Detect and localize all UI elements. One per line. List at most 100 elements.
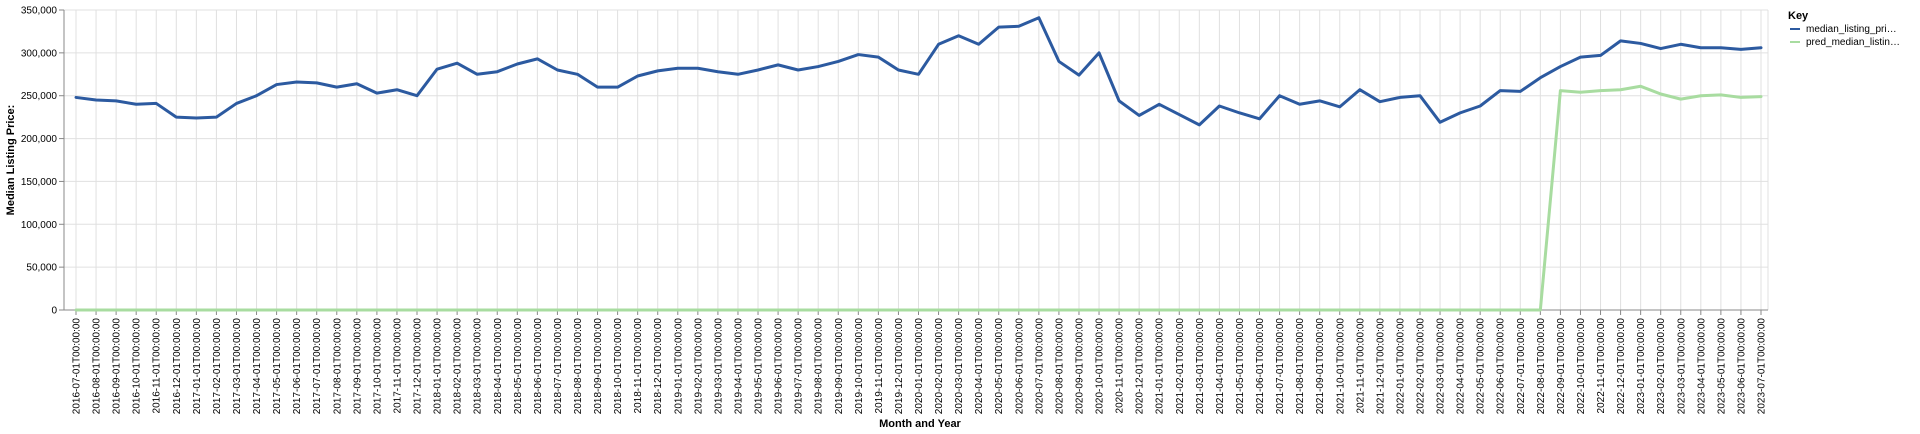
x-tick-label: 2020-03-01T00:00:00 xyxy=(954,318,965,415)
x-tick-label: 2020-04-01T00:00:00 xyxy=(974,318,985,415)
legend-label: pred_median_listin… xyxy=(1806,37,1900,48)
x-tick-label: 2023-01-01T00:00:00 xyxy=(1636,318,1647,415)
y-tick-label: 0 xyxy=(51,306,57,317)
x-tick-label: 2018-11-01T00:00:00 xyxy=(633,318,644,414)
x-tick-label: 2019-08-01T00:00:00 xyxy=(814,318,825,415)
x-tick-label: 2018-04-01T00:00:00 xyxy=(493,318,504,415)
x-tick-label: 2018-01-01T00:00:00 xyxy=(433,318,444,415)
y-axis-title: Median Listing Price: xyxy=(5,105,17,216)
x-tick-label: 2020-10-01T00:00:00 xyxy=(1095,318,1106,415)
x-tick-label: 2022-05-01T00:00:00 xyxy=(1476,318,1487,415)
x-tick-label: 2020-01-01T00:00:00 xyxy=(914,318,925,415)
y-tick-label: 250,000 xyxy=(21,91,58,102)
x-tick-label: 2017-09-01T00:00:00 xyxy=(352,318,363,415)
y-tick-label: 50,000 xyxy=(26,263,57,274)
x-tick-label: 2018-07-01T00:00:00 xyxy=(553,318,564,415)
x-axis-title: Month and Year xyxy=(879,418,961,430)
x-tick-label: 2017-11-01T00:00:00 xyxy=(392,318,403,414)
x-tick-label: 2022-09-01T00:00:00 xyxy=(1556,318,1567,415)
x-tick-label: 2016-11-01T00:00:00 xyxy=(152,318,163,414)
x-tick-label: 2022-04-01T00:00:00 xyxy=(1456,318,1467,415)
x-tick-label: 2018-02-01T00:00:00 xyxy=(453,318,464,415)
x-tick-label: 2017-01-01T00:00:00 xyxy=(192,318,203,415)
x-tick-label: 2020-02-01T00:00:00 xyxy=(934,318,945,415)
x-tick-label: 2021-06-01T00:00:00 xyxy=(1255,318,1266,415)
x-tick-label: 2018-03-01T00:00:00 xyxy=(473,318,484,415)
x-tick-label: 2017-12-01T00:00:00 xyxy=(413,318,424,415)
x-tick-label: 2019-10-01T00:00:00 xyxy=(854,318,865,415)
legend-title: Key xyxy=(1788,10,1809,22)
y-tick-label: 300,000 xyxy=(21,48,58,59)
x-tick-label: 2023-04-01T00:00:00 xyxy=(1696,318,1707,415)
x-tick-label: 2019-03-01T00:00:00 xyxy=(713,318,724,415)
x-tick-label: 2023-07-01T00:00:00 xyxy=(1757,318,1768,415)
y-tick-label: 200,000 xyxy=(21,134,58,145)
x-tick-label: 2017-03-01T00:00:00 xyxy=(232,318,243,415)
x-tick-label: 2022-10-01T00:00:00 xyxy=(1576,318,1587,415)
y-tick-label: 150,000 xyxy=(21,177,58,188)
x-tick-label: 2018-05-01T00:00:00 xyxy=(513,318,524,415)
x-tick-label: 2021-07-01T00:00:00 xyxy=(1275,318,1286,415)
x-tick-label: 2019-11-01T00:00:00 xyxy=(874,318,885,414)
x-tick-label: 2022-07-01T00:00:00 xyxy=(1516,318,1527,415)
legend-label: median_listing_pri… xyxy=(1806,24,1897,35)
x-tick-label: 2019-12-01T00:00:00 xyxy=(894,318,905,415)
x-tick-label: 2017-08-01T00:00:00 xyxy=(332,318,343,415)
x-tick-label: 2023-03-01T00:00:00 xyxy=(1676,318,1687,415)
x-tick-label: 2022-12-01T00:00:00 xyxy=(1616,318,1627,415)
x-tick-label: 2020-08-01T00:00:00 xyxy=(1054,318,1065,415)
x-tick-label: 2016-09-01T00:00:00 xyxy=(112,318,123,415)
x-tick-label: 2020-07-01T00:00:00 xyxy=(1034,318,1045,415)
x-tick-label: 2020-05-01T00:00:00 xyxy=(994,318,1005,415)
x-tick-label: 2023-02-01T00:00:00 xyxy=(1656,318,1667,415)
x-tick-label: 2018-10-01T00:00:00 xyxy=(613,318,624,415)
x-tick-label: 2021-10-01T00:00:00 xyxy=(1335,318,1346,415)
x-tick-label: 2019-01-01T00:00:00 xyxy=(673,318,684,415)
x-tick-label: 2020-06-01T00:00:00 xyxy=(1014,318,1025,415)
x-tick-label: 2022-01-01T00:00:00 xyxy=(1395,318,1406,415)
x-tick-label: 2017-06-01T00:00:00 xyxy=(292,318,303,415)
x-tick-label: 2022-06-01T00:00:00 xyxy=(1496,318,1507,415)
x-tick-label: 2021-08-01T00:00:00 xyxy=(1295,318,1306,415)
x-tick-label: 2018-12-01T00:00:00 xyxy=(653,318,664,415)
x-tick-label: 2017-04-01T00:00:00 xyxy=(252,318,263,415)
x-tick-label: 2018-06-01T00:00:00 xyxy=(533,318,544,415)
x-tick-label: 2022-08-01T00:00:00 xyxy=(1536,318,1547,415)
x-tick-label: 2016-10-01T00:00:00 xyxy=(132,318,143,415)
x-tick-label: 2021-12-01T00:00:00 xyxy=(1375,318,1386,415)
x-tick-label: 2022-11-01T00:00:00 xyxy=(1596,318,1607,414)
x-tick-label: 2021-05-01T00:00:00 xyxy=(1235,318,1246,415)
grid-lines xyxy=(64,10,1768,310)
x-tick-label: 2019-06-01T00:00:00 xyxy=(774,318,785,415)
y-tick-label: 350,000 xyxy=(21,6,58,17)
x-tick-label: 2022-02-01T00:00:00 xyxy=(1415,318,1426,415)
x-tick-label: 2017-10-01T00:00:00 xyxy=(372,318,383,415)
x-tick-label: 2023-05-01T00:00:00 xyxy=(1716,318,1727,415)
y-axis: 0 50,000 100,000 150,000 200,000 250,000 300,0… xyxy=(21,6,64,317)
x-tick-label: 2019-09-01T00:00:00 xyxy=(834,318,845,415)
x-tick-label: 2017-07-01T00:00:00 xyxy=(312,318,323,415)
x-axis: 2016-07-01T00:00:00 2016-08-01T00:00:00 20… xyxy=(64,310,1768,414)
x-tick-label: 2017-02-01T00:00:00 xyxy=(212,318,223,415)
x-tick-label: 2018-08-01T00:00:00 xyxy=(573,318,584,415)
legend: Key median_listing_pri… pred_median_listi… xyxy=(1788,10,1900,48)
x-tick-label: 2019-02-01T00:00:00 xyxy=(693,318,704,415)
x-tick-label: 2021-01-01T00:00:00 xyxy=(1155,318,1166,415)
x-tick-label: 2022-03-01T00:00:00 xyxy=(1436,318,1447,415)
x-tick-label: 2021-09-01T00:00:00 xyxy=(1315,318,1326,415)
x-tick-label: 2016-08-01T00:00:00 xyxy=(92,318,103,415)
x-tick-label: 2018-09-01T00:00:00 xyxy=(593,318,604,415)
x-tick-label: 2021-02-01T00:00:00 xyxy=(1175,318,1186,415)
x-tick-label: 2017-05-01T00:00:00 xyxy=(272,318,283,415)
x-tick-label: 2020-09-01T00:00:00 xyxy=(1074,318,1085,415)
x-tick-label: 2016-12-01T00:00:00 xyxy=(172,318,183,415)
x-tick-label: 2016-07-01T00:00:00 xyxy=(72,318,83,415)
x-tick-label: 2019-04-01T00:00:00 xyxy=(733,318,744,415)
x-tick-label: 2019-07-01T00:00:00 xyxy=(794,318,805,415)
x-tick-label: 2021-03-01T00:00:00 xyxy=(1195,318,1206,415)
x-tick-label: 2021-11-01T00:00:00 xyxy=(1355,318,1366,414)
x-tick-label: 2020-12-01T00:00:00 xyxy=(1135,318,1146,415)
x-tick-label: 2021-04-01T00:00:00 xyxy=(1215,318,1226,415)
x-tick-label: 2019-05-01T00:00:00 xyxy=(754,318,765,415)
